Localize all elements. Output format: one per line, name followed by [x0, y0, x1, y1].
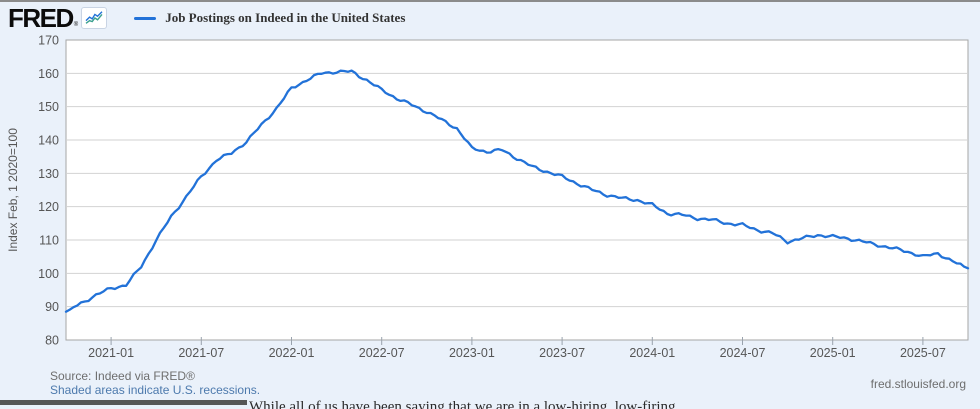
chart-plot: 80 90 100 110 120 130 140 150 160 170 Index Feb, 1…	[6, 34, 970, 360]
x-tick-label: 2022-01	[269, 346, 315, 360]
x-tick-label: 2025-07	[900, 346, 946, 360]
x-tick-label: 2024-01	[629, 346, 675, 360]
y-tick-label: 120	[38, 200, 59, 214]
y-axis-title: Index Feb, 1 2020=100	[6, 128, 20, 252]
chart-header: FRED ® Job Postings on Indeed in the Uni…	[8, 5, 405, 31]
fred-logo[interactable]: FRED ®	[8, 3, 79, 33]
top-divider-bar	[0, 0, 980, 2]
y-tick-label: 140	[38, 134, 59, 148]
y-tick-label: 100	[38, 267, 59, 281]
legend-series-label: Job Postings on Indeed in the United Sta…	[165, 10, 406, 25]
chart-legend: Job Postings on Indeed in the United Sta…	[134, 10, 405, 26]
x-tick-label: 2023-07	[539, 346, 585, 360]
x-tick-label: 2024-07	[720, 346, 766, 360]
registered-mark: ®	[73, 22, 79, 28]
chart-footer: Source: Indeed via FRED® Shaded areas in…	[50, 369, 260, 397]
clipped-body-text: While all of us have been saying that we…	[249, 399, 676, 409]
recession-note-link[interactable]: Shaded areas indicate U.S. recessions.	[50, 383, 261, 397]
clipped-page-content: While all of us have been saying that we…	[0, 399, 980, 409]
x-tick-label: 2025-01	[810, 346, 856, 360]
y-tick-label: 170	[38, 34, 59, 48]
source-note: Source: Indeed via FRED®	[50, 369, 195, 383]
x-tick-label: 2021-07	[178, 346, 224, 360]
series-line	[64, 69, 970, 313]
bottom-divider-bar	[0, 400, 247, 405]
y-tick-label: 130	[38, 167, 59, 181]
fred-site-link[interactable]: fred.stlouisfed.org	[870, 377, 966, 391]
x-tick-label: 2022-07	[359, 346, 405, 360]
plot-area	[65, 39, 969, 341]
fred-sparkline-icon	[81, 7, 108, 29]
x-tick-label: 2023-01	[449, 346, 495, 360]
legend-line-swatch	[134, 16, 157, 20]
x-tick-label: 2021-01	[88, 346, 134, 360]
y-tick-label: 80	[45, 334, 59, 348]
y-tick-label: 110	[39, 234, 59, 248]
fred-logo-text: FRED	[8, 3, 74, 33]
y-tick-label: 160	[38, 67, 59, 81]
y-tick-label: 90	[45, 300, 59, 314]
y-tick-label: 150	[38, 100, 59, 114]
